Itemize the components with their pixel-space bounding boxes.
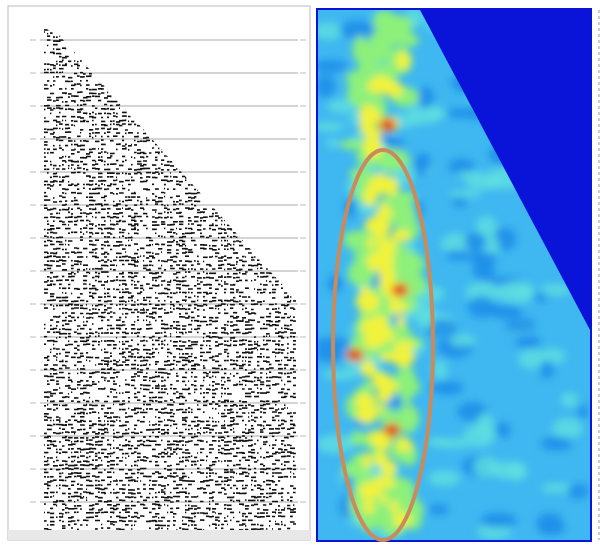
blob bbox=[445, 250, 470, 261]
blob bbox=[383, 121, 393, 129]
blob bbox=[473, 259, 495, 282]
blob bbox=[357, 406, 376, 424]
blob bbox=[369, 75, 393, 94]
blob bbox=[394, 191, 415, 203]
blob bbox=[363, 453, 372, 469]
blob bbox=[417, 154, 430, 168]
blob bbox=[316, 75, 336, 98]
blob bbox=[396, 51, 409, 70]
blob bbox=[552, 418, 583, 439]
blob bbox=[383, 177, 398, 196]
blob bbox=[373, 10, 397, 34]
blob bbox=[326, 138, 340, 147]
blob bbox=[541, 436, 573, 450]
blob bbox=[350, 351, 360, 359]
blob bbox=[387, 426, 397, 434]
blob bbox=[374, 452, 389, 466]
blob bbox=[377, 404, 386, 412]
blob bbox=[350, 431, 365, 446]
blob bbox=[506, 317, 536, 333]
page: (() => { const NS = 'http://www.w3.org/2… bbox=[0, 0, 611, 550]
blob bbox=[398, 408, 410, 429]
blob bbox=[540, 360, 555, 378]
blob bbox=[539, 284, 571, 296]
blob bbox=[362, 53, 376, 66]
blob bbox=[391, 230, 411, 242]
seismic-figure bbox=[0, 0, 611, 550]
blob bbox=[397, 366, 415, 385]
blob bbox=[464, 232, 487, 251]
blob bbox=[364, 332, 384, 348]
blob bbox=[377, 45, 391, 59]
blob bbox=[560, 392, 577, 407]
blob bbox=[428, 504, 449, 515]
blob bbox=[515, 335, 541, 348]
blob bbox=[383, 239, 396, 254]
blob bbox=[395, 286, 405, 294]
blob bbox=[510, 286, 535, 297]
blob bbox=[426, 437, 447, 446]
blob bbox=[363, 193, 377, 206]
blob bbox=[449, 190, 481, 198]
blob bbox=[391, 348, 414, 367]
blob bbox=[538, 524, 565, 535]
blob bbox=[377, 389, 393, 403]
blob bbox=[380, 494, 388, 504]
blob bbox=[360, 286, 371, 301]
scrollbar bbox=[8, 530, 310, 540]
blob bbox=[449, 335, 476, 346]
blob bbox=[372, 476, 395, 488]
blob bbox=[367, 237, 375, 249]
blob bbox=[389, 501, 398, 514]
blob bbox=[567, 484, 589, 499]
blob bbox=[316, 435, 355, 454]
blob bbox=[495, 422, 510, 438]
blob bbox=[577, 405, 589, 418]
blob bbox=[372, 184, 384, 194]
blob bbox=[370, 218, 390, 237]
blob bbox=[372, 370, 381, 381]
blob bbox=[417, 86, 434, 108]
blob bbox=[376, 209, 393, 218]
blob bbox=[369, 128, 382, 137]
blob bbox=[396, 439, 413, 452]
blob bbox=[364, 219, 373, 229]
blob bbox=[423, 108, 448, 120]
blob bbox=[393, 341, 417, 349]
blob bbox=[473, 457, 498, 477]
blob bbox=[477, 413, 494, 437]
blob bbox=[379, 265, 395, 284]
blob bbox=[428, 470, 460, 486]
blob bbox=[397, 315, 405, 328]
blob bbox=[468, 296, 496, 318]
blob bbox=[481, 513, 517, 528]
blob bbox=[363, 498, 375, 514]
blob bbox=[431, 381, 464, 395]
blob bbox=[390, 302, 409, 312]
